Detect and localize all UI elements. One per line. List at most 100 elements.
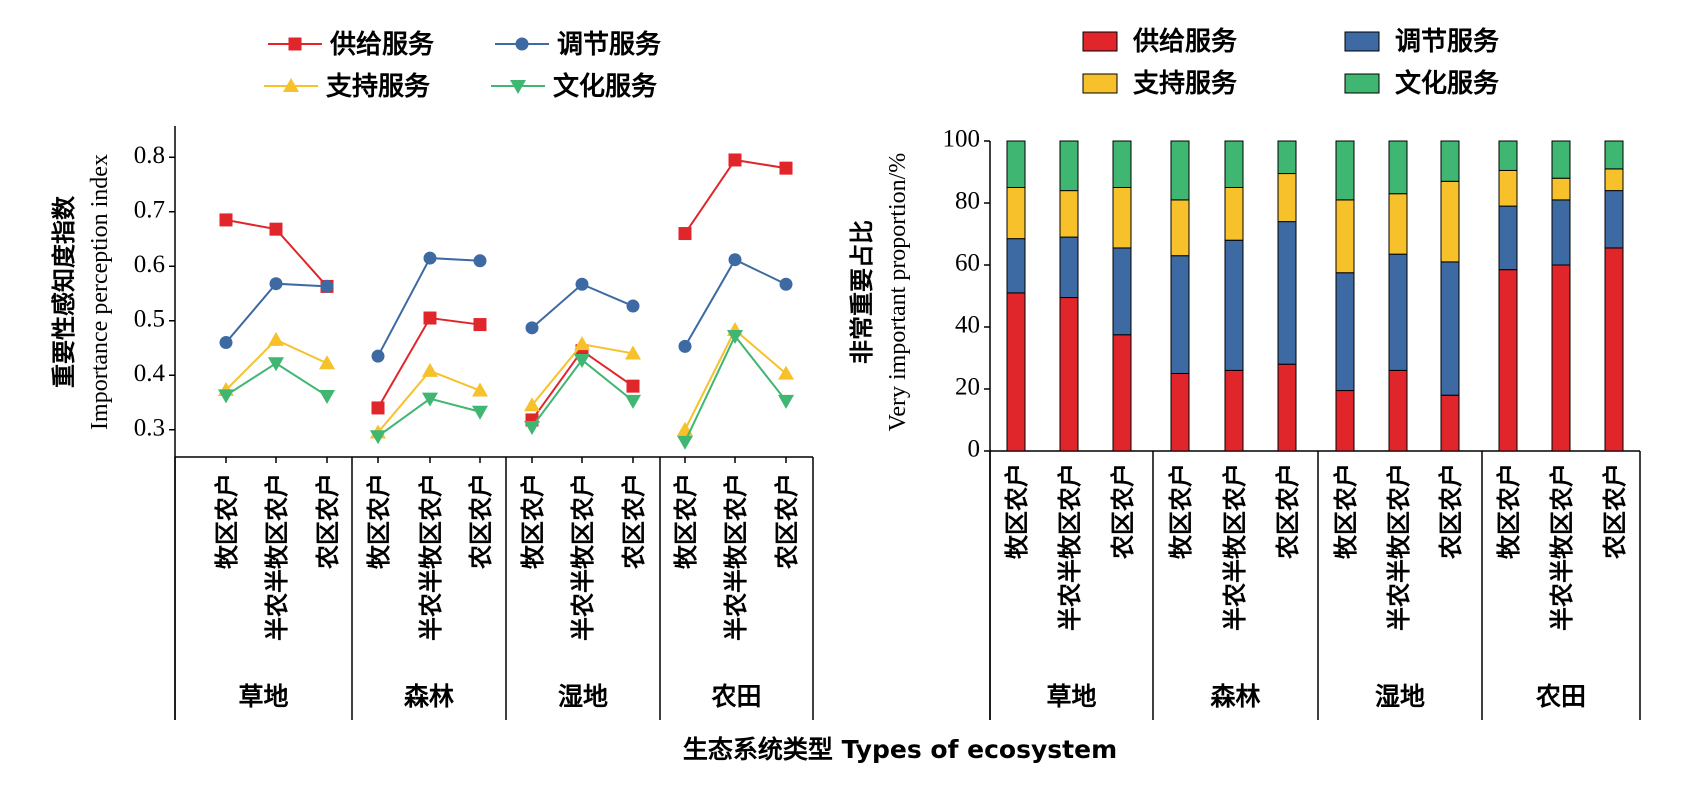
stacked-bar: [1604, 140, 1624, 452]
shared-x-axis-title: 生态系统类型 Types of ecosystem: [683, 735, 1117, 764]
y-tick-label: 60: [955, 250, 980, 277]
data-point: [219, 213, 233, 227]
x-category-label: 农区农户: [314, 473, 342, 570]
stacked-bar: [1006, 140, 1026, 452]
bar-segment-1: [1335, 390, 1355, 452]
data-point: [473, 254, 487, 268]
data-point: [779, 277, 793, 291]
x-category-label: 半农半牧区农户: [569, 473, 597, 641]
bar-segment-2: [1277, 221, 1297, 365]
x-category-label: 半农半牧区农户: [1385, 463, 1413, 631]
data-point: [626, 379, 640, 393]
series-line-segment: [684, 328, 787, 431]
bar-segment-1: [1440, 394, 1460, 452]
bar-segment-2: [1170, 255, 1190, 374]
x-category-label: 农区农户: [620, 473, 648, 570]
y-tick-label: 0.4: [134, 360, 166, 387]
bar-segment-1: [1112, 334, 1132, 452]
y-tick-label: 40: [955, 312, 980, 339]
bar-segment-2: [1604, 190, 1624, 249]
x-group-label: 森林: [404, 682, 454, 711]
x-group-label: 农田: [1535, 682, 1586, 711]
bar-segment-3: [1006, 187, 1026, 240]
x-group-label: 湿地: [1375, 682, 1425, 711]
legend-swatch: [1344, 73, 1380, 94]
legend-marker: [510, 80, 526, 94]
bar-segment-3: [1059, 190, 1079, 238]
bar-segment-3: [1604, 168, 1624, 192]
x-category-label: 农区农户: [1109, 463, 1137, 560]
bar-segment-4: [1277, 140, 1297, 175]
y-axis-title-en: Importance perception index: [87, 154, 113, 430]
x-group-label: 森林: [1210, 682, 1260, 711]
data-point: [678, 339, 692, 353]
x-category-label: 半农半牧区农户: [263, 473, 291, 641]
data-point: [268, 357, 284, 372]
bar-segment-1: [1006, 292, 1026, 452]
legend-item: 调节服务: [495, 30, 661, 60]
data-point: [269, 222, 283, 236]
line-series-4: [218, 330, 794, 450]
data-point: [525, 321, 539, 335]
x-category-label: 农区农户: [1601, 463, 1629, 560]
data-point: [370, 430, 386, 445]
data-point: [423, 251, 437, 265]
data-point: [524, 397, 540, 412]
bar-segment-4: [1388, 140, 1408, 195]
bar-segment-3: [1440, 180, 1460, 263]
data-point: [626, 299, 640, 313]
bar-segment-3: [1498, 169, 1518, 207]
legend-label: 调节服务: [1395, 27, 1499, 57]
legend-item: 支持服务: [264, 72, 430, 102]
bar-segment-2: [1006, 238, 1026, 294]
data-point: [320, 279, 334, 293]
legend-swatch: [1082, 31, 1118, 52]
data-point: [524, 421, 540, 436]
data-point: [268, 331, 284, 346]
y-tick-label: 0.6: [134, 251, 165, 278]
legend-item: 供给服务: [1082, 26, 1237, 57]
y-tick-label: 100: [943, 126, 981, 153]
series-line-segment: [531, 358, 634, 428]
data-point: [574, 336, 590, 351]
bar-segment-2: [1551, 199, 1571, 266]
y-tick-label: 80: [955, 188, 980, 215]
data-point: [727, 330, 743, 345]
bar-segment-4: [1006, 140, 1026, 188]
x-category-label: 牧区农户: [672, 473, 700, 569]
y-tick-label: 0: [968, 436, 981, 463]
data-point: [219, 336, 233, 350]
y-axis-title-cn: 重要性感知度指数: [50, 195, 78, 388]
data-point: [728, 153, 742, 167]
x-category-label: 半农半牧区农户: [1221, 463, 1249, 631]
line-chart: 0.30.40.50.60.70.8牧区农户 半农半牧区农户 农区农户草地牧区农户半…: [50, 29, 814, 720]
x-category-label: 牧区农户: [1332, 463, 1360, 559]
bar-segment-2: [1224, 239, 1244, 371]
x-category-label: 农区农户: [467, 473, 495, 570]
bar-segment-2: [1440, 261, 1460, 396]
stacked-bar: [1112, 140, 1132, 452]
x-category-label: 半农半牧区农户: [1548, 463, 1576, 631]
data-point: [218, 389, 234, 404]
x-category-label: 农区农户: [1437, 463, 1465, 560]
legend-item: 供给服务: [268, 29, 434, 60]
x-group-label: 草地: [238, 682, 288, 711]
bar-segment-4: [1335, 140, 1355, 201]
data-point: [269, 277, 283, 291]
x-group-label: 湿地: [558, 682, 608, 711]
y-tick-label: 20: [955, 374, 980, 401]
data-point: [371, 401, 385, 415]
data-point: [677, 435, 693, 450]
data-point: [574, 353, 590, 368]
stacked-bar: [1498, 140, 1518, 452]
bar-segment-4: [1112, 140, 1132, 188]
data-point: [575, 277, 589, 291]
x-category-label: 农区农户: [1274, 463, 1302, 560]
x-category-label: 牧区农户: [213, 473, 241, 569]
data-point: [423, 311, 437, 325]
bar-segment-4: [1551, 140, 1571, 179]
bar-segment-2: [1498, 205, 1518, 271]
x-category-label: 半农半牧区农户: [722, 473, 750, 641]
